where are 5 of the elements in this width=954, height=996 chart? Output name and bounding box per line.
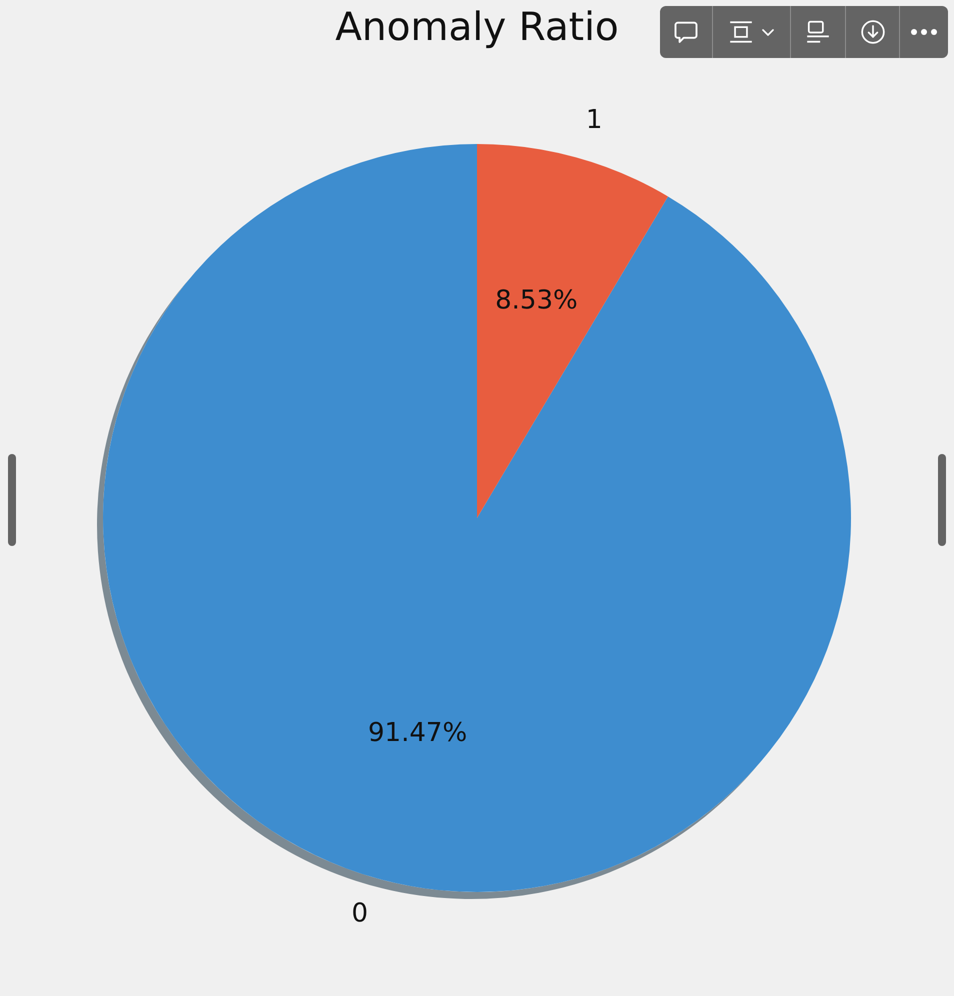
data-label: 91.47% [368, 718, 468, 748]
data-label: 8.53% [495, 285, 578, 316]
slice-label: 0 [352, 898, 368, 928]
chart-title: Anomaly Ratio [335, 5, 619, 50]
slice-label: 1 [586, 105, 602, 136]
